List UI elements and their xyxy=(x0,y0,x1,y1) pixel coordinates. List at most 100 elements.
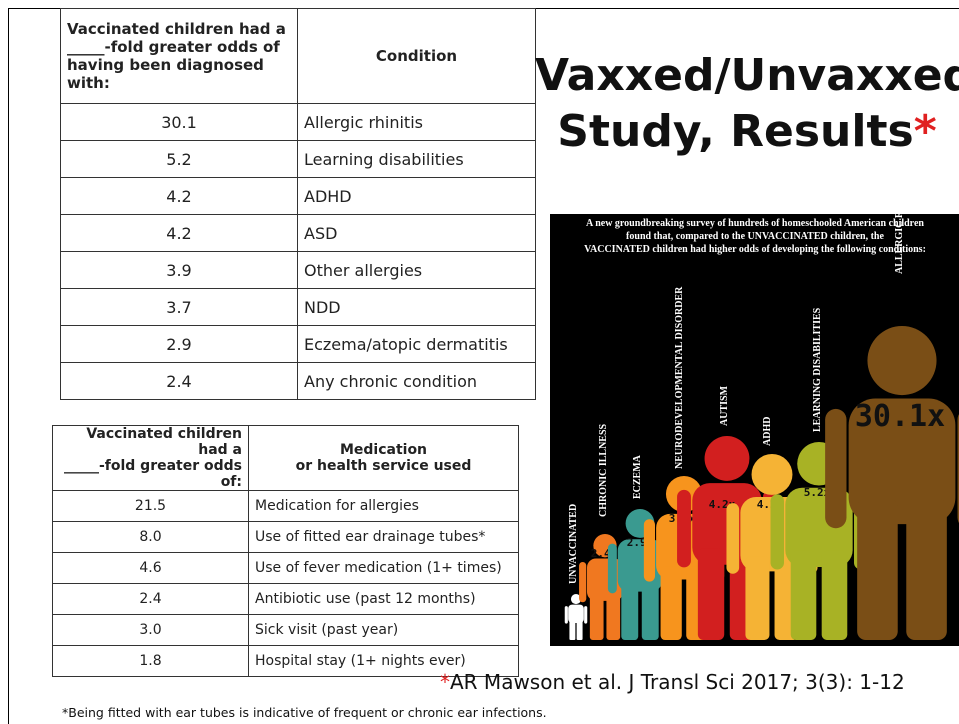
figure-leg xyxy=(906,499,947,640)
figure-head xyxy=(705,436,750,481)
title-mark: * xyxy=(914,106,937,157)
item-cell: Antibiotic use (past 12 months) xyxy=(249,584,519,615)
figure-arm xyxy=(579,562,586,602)
item-cell: ADHD xyxy=(298,178,536,215)
citation-text: AR Mawson et al. J Transl Sci 2017; 3(3)… xyxy=(450,670,905,694)
header-cell: Vaccinated children had a_____-fold grea… xyxy=(61,9,298,104)
infographic: A new groundbreaking survey of hundreds … xyxy=(550,214,959,646)
header-row: Vaccinated children had a_____-fold grea… xyxy=(61,9,536,104)
odds-cell: 4.6 xyxy=(53,553,249,584)
header-line: Vaccinated children had a xyxy=(59,426,242,458)
header-line: Vaccinated children had a xyxy=(67,20,291,38)
infographic-header: VACCINATED children had higher odds of d… xyxy=(584,244,926,255)
odds-label: 30.1x xyxy=(855,399,945,434)
header-line: having been diagnosed xyxy=(67,56,291,74)
title-line: Vaxxed/Unvaxxed xyxy=(535,48,959,104)
header-cell: Vaccinated children had a_____-fold grea… xyxy=(53,426,249,491)
figure-arm xyxy=(565,606,568,623)
conditions-table: Vaccinated children had a_____-fold grea… xyxy=(60,8,536,400)
figure-leg xyxy=(661,566,682,640)
odds-cell: 2.4 xyxy=(53,584,249,615)
header-line: or health service used xyxy=(255,458,512,474)
figure-arm xyxy=(608,544,617,594)
odds-cell: 3.9 xyxy=(61,252,298,289)
figure-leg xyxy=(621,581,638,640)
figure-label: UNVACCINATED xyxy=(568,504,579,584)
figure-label: ADHD xyxy=(762,417,773,446)
figure-arm xyxy=(677,490,691,568)
citation: *AR Mawson et al. J Transl Sci 2017; 3(3… xyxy=(440,670,905,694)
medication-table: Vaccinated children had a_____-fold grea… xyxy=(52,425,519,677)
figure-leg xyxy=(698,548,724,640)
header-line: _____-fold greater odds of xyxy=(67,38,291,56)
figure-head xyxy=(867,326,936,395)
infographic-header: A new groundbreaking survey of hundreds … xyxy=(586,218,924,229)
header-cell: Condition xyxy=(298,9,536,104)
figure-leg xyxy=(642,581,659,640)
item-cell: Allergic rhinitis xyxy=(298,104,536,141)
odds-cell: 4.2 xyxy=(61,178,298,215)
figure-label: AUTISM xyxy=(719,385,730,426)
item-cell: Use of fitted ear drainage tubes* xyxy=(249,522,519,553)
slide-title: Vaxxed/Unvaxxed Study, Results* xyxy=(535,48,959,160)
table-row: 8.0Use of fitted ear drainage tubes* xyxy=(53,522,519,553)
figure-leg xyxy=(857,499,898,640)
odds-cell: 3.0 xyxy=(53,615,249,646)
figure-arm xyxy=(584,606,587,623)
item-cell: Sick visit (past year) xyxy=(249,615,519,646)
figure-leg xyxy=(791,551,817,640)
header-line: Medication xyxy=(255,442,512,458)
figure-label: NEURODEVELOPMENTAL DISORDER xyxy=(674,286,685,469)
item-cell: Eczema/atopic dermatitis xyxy=(298,326,536,363)
item-cell: NDD xyxy=(298,289,536,326)
odds-cell: 4.2 xyxy=(61,215,298,252)
odds-cell: 5.2 xyxy=(61,141,298,178)
figure-leg xyxy=(606,592,620,640)
footnote: *Being fitted with ear tubes is indicati… xyxy=(62,705,547,720)
header-line: _____-fold greater odds of: xyxy=(59,458,242,490)
figure-head xyxy=(752,454,793,495)
header-line: with: xyxy=(67,74,291,92)
figure-leg xyxy=(822,551,848,640)
figure-label: LEARNING DISABILITIES xyxy=(812,307,823,432)
item-cell: ASD xyxy=(298,215,536,252)
figure-label: CHRONIC ILLNESS xyxy=(598,423,609,517)
figure-leg xyxy=(569,619,575,640)
item-cell: Any chronic condition xyxy=(298,363,536,400)
odds-cell: 21.5 xyxy=(53,491,249,522)
item-cell: Medication for allergies xyxy=(249,491,519,522)
item-cell: Learning disabilities xyxy=(298,141,536,178)
figure-label: ALLERGIC RHINITIS xyxy=(894,214,905,274)
figure-leg xyxy=(745,556,769,640)
odds-cell: 3.7 xyxy=(61,289,298,326)
figure-leg xyxy=(577,619,583,640)
item-cell: Use of fever medication (1+ times) xyxy=(249,553,519,584)
figure-label: ECZEMA xyxy=(632,454,643,499)
header-line: Condition xyxy=(304,47,529,65)
slide: Vaccinated children had a_____-fold grea… xyxy=(0,0,959,724)
figure-arm xyxy=(644,519,655,581)
figure-arm xyxy=(825,409,846,528)
figure-arm xyxy=(726,503,739,574)
figure-arm xyxy=(771,494,784,569)
odds-cell: 2.9 xyxy=(61,326,298,363)
infographic-header: found that, compared to the UNVACCINATED… xyxy=(626,231,884,242)
citation-mark: * xyxy=(440,670,450,694)
odds-cell: 2.4 xyxy=(61,363,298,400)
header-row: Vaccinated children had a_____-fold grea… xyxy=(53,426,519,491)
item-cell: Other allergies xyxy=(298,252,536,289)
odds-cell: 30.1 xyxy=(61,104,298,141)
odds-cell: 1.8 xyxy=(53,646,249,677)
title-line: Study, Results xyxy=(557,106,913,157)
